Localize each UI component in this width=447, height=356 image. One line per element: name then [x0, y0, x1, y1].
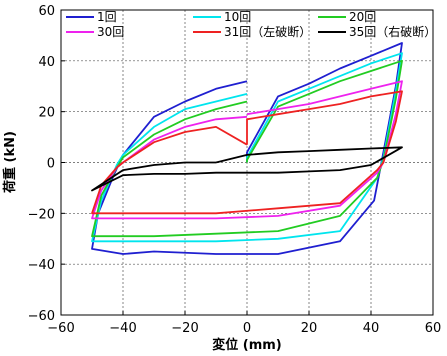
- legend-label: 35回（右破断）: [349, 24, 436, 39]
- legend: 1回 10回 20回 30回 31回（左破断） 35回（右破断）: [66, 10, 436, 39]
- x-tick-label: 20: [301, 321, 318, 336]
- x-axis-title: 変位 (mm): [212, 337, 282, 353]
- legend-label: 31回（左破断）: [224, 24, 311, 39]
- y-tick-label: 20: [38, 106, 55, 121]
- x-tick-label: −60: [47, 321, 74, 336]
- y-tick-label: −60: [28, 309, 55, 324]
- legend-label: 10回: [224, 10, 251, 24]
- y-tick-label: 60: [38, 4, 55, 19]
- series-line: [91, 42, 403, 255]
- y-tick-label: 0: [47, 157, 55, 172]
- x-tick-label: 40: [363, 321, 380, 336]
- tick-labels: −60 −40 −20 0 20 40 60 −60 −40 −20 0 20 40 60: [28, 4, 442, 336]
- legend-label: 30回: [97, 25, 124, 39]
- series-layer: [91, 42, 403, 255]
- series-line: [91, 146, 403, 192]
- legend-label: 1回: [97, 10, 117, 24]
- series-line: [91, 90, 403, 215]
- series-line: [91, 52, 403, 243]
- x-tick-label: −40: [109, 321, 136, 336]
- legend-label: 20回: [349, 10, 376, 24]
- y-tick-label: −20: [28, 207, 55, 222]
- y-axis-title: 荷重 (kN): [2, 131, 18, 194]
- x-tick-label: −20: [171, 321, 198, 336]
- y-tick-label: −40: [28, 258, 55, 273]
- x-tick-label: 60: [425, 321, 442, 336]
- y-tick-label: 40: [38, 55, 55, 70]
- x-tick-label: 0: [243, 321, 251, 336]
- series-line: [91, 80, 403, 220]
- series-line: [91, 59, 403, 238]
